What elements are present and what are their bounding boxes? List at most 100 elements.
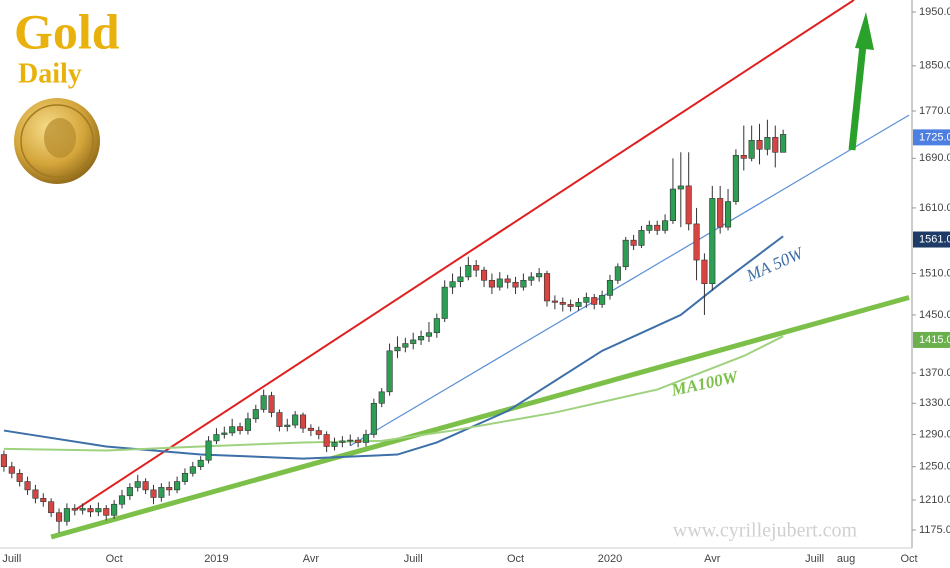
candle-body <box>386 350 393 393</box>
candle-body <box>457 276 464 282</box>
candle-body <box>591 297 598 305</box>
candle-body <box>724 201 732 228</box>
x-tick-label: Juill <box>2 553 21 565</box>
candle-body <box>638 230 645 246</box>
candle-body <box>410 339 417 344</box>
candle-body <box>252 409 259 420</box>
candle-body <box>693 223 700 261</box>
candle-body <box>677 185 684 190</box>
x-tick-label: Oct <box>106 553 123 565</box>
candle-body <box>260 395 267 410</box>
candle-body <box>166 487 173 491</box>
y-tick-label: 1450.0 <box>919 309 950 321</box>
candle-body <box>662 220 669 231</box>
candle-body <box>0 454 7 468</box>
candle-body <box>488 279 495 288</box>
y-tick-label: 1850.0 <box>919 60 950 72</box>
candle-body <box>48 501 55 514</box>
candle-body <box>606 279 614 296</box>
candle-body <box>126 487 133 497</box>
candle-body <box>213 434 220 442</box>
chart-subtitle: Daily <box>18 58 82 89</box>
candle-body <box>441 286 448 319</box>
x-tick-label: Juill <box>805 553 824 565</box>
x-tick-label: Avr <box>303 553 320 565</box>
y-tick-label: 1330.0 <box>919 397 950 409</box>
x-tick-label: Juill <box>404 553 423 565</box>
y-tick-label: 1510.0 <box>919 267 950 279</box>
y-tick-label: 1290.0 <box>919 428 950 440</box>
y-tick-label: 1690.0 <box>919 152 950 164</box>
candle-body <box>717 198 724 228</box>
candle-body <box>55 512 63 522</box>
candle-body <box>189 466 196 474</box>
candle-body <box>630 239 637 246</box>
price-tag <box>913 331 950 348</box>
candle-body <box>205 440 212 461</box>
candle-body <box>449 281 456 288</box>
candle-body <box>299 414 307 429</box>
candle-body <box>567 304 574 307</box>
y-tick-label: 1610.0 <box>919 202 950 214</box>
candle-body <box>520 279 527 288</box>
candle-body <box>685 185 692 225</box>
candle-body <box>504 278 511 283</box>
trendline <box>50 295 910 540</box>
candle-body <box>16 472 23 482</box>
candle-body <box>748 140 755 159</box>
price-tag-label: 1725.0 <box>919 131 950 143</box>
candle-body <box>134 481 141 488</box>
candle-body <box>174 481 181 491</box>
y-tick-label: 1175.0 <box>919 524 950 536</box>
candle-body <box>394 346 401 352</box>
candle-body <box>740 155 747 159</box>
candle-body <box>732 155 739 202</box>
candle-body <box>543 273 551 302</box>
moving-average <box>3 235 784 460</box>
candle-body <box>276 412 283 427</box>
watermark: www.cyrillejubert.com <box>673 520 858 542</box>
candle-body <box>599 295 606 305</box>
candle-body <box>118 495 126 505</box>
candle-body <box>772 137 779 153</box>
x-tick-label: Oct <box>507 553 524 565</box>
candle-body <box>142 481 149 491</box>
candle-body <box>433 318 440 334</box>
x-tick-label: 2019 <box>204 553 228 565</box>
candle-body <box>512 282 519 288</box>
candle-body <box>268 395 275 413</box>
candle-body <box>622 239 629 268</box>
price-tag-label: 1415.0 <box>919 334 950 346</box>
candle-body <box>95 508 102 513</box>
candle-body <box>646 224 653 231</box>
candle-body <box>709 198 716 284</box>
candle-body <box>347 439 354 442</box>
candle-body <box>473 265 480 271</box>
coin-rim <box>20 104 94 178</box>
y-tick-label: 1250.0 <box>919 461 950 473</box>
candle-body <box>583 297 590 303</box>
candle-body <box>197 459 204 468</box>
trendline <box>349 114 910 447</box>
y-tick-label: 1210.0 <box>919 494 950 506</box>
x-tick-label: Avr <box>704 553 721 565</box>
candle-body <box>496 278 503 288</box>
candle-body <box>669 188 676 221</box>
candle-body <box>418 336 425 341</box>
candle-body <box>528 276 535 281</box>
candle-body <box>158 487 165 498</box>
candle-body <box>181 472 189 482</box>
candle-body <box>551 300 558 303</box>
candle-body <box>536 273 543 278</box>
candle-body <box>402 343 409 348</box>
candle-body <box>24 481 31 491</box>
candle-body <box>40 497 47 502</box>
y-tick-label: 1950.0 <box>919 6 950 18</box>
candle-body <box>63 508 70 522</box>
candle-body <box>480 269 488 281</box>
candle-body <box>87 508 94 513</box>
candle-body <box>221 432 228 435</box>
candle-body <box>370 402 377 435</box>
arrow-shaft <box>848 44 867 151</box>
